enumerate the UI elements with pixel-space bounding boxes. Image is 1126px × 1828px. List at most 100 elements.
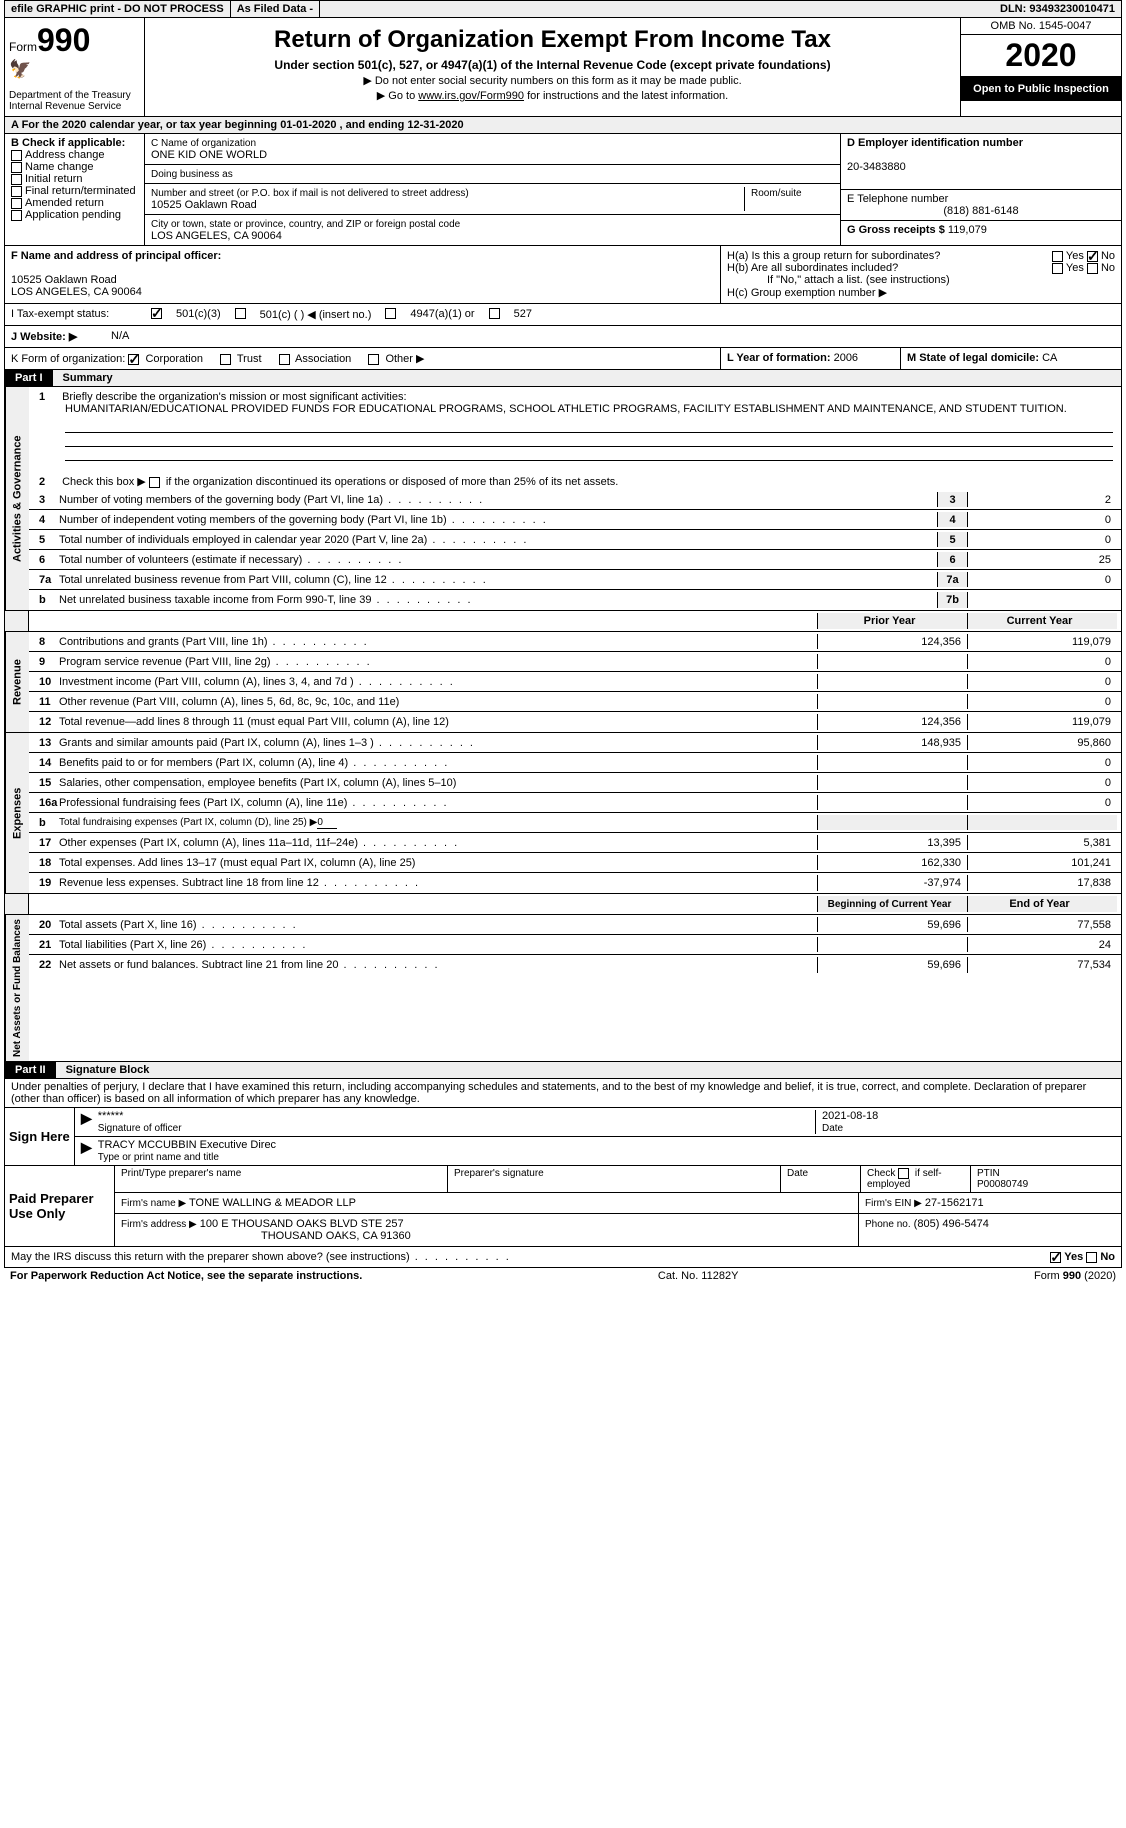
yof-val: 2006: [834, 352, 858, 364]
chk-self-employed[interactable]: [898, 1168, 909, 1179]
l5-text: Total number of individuals employed in …: [59, 534, 937, 546]
prep-row-1: Print/Type preparer's name Preparer's si…: [115, 1166, 1121, 1193]
line-3: 3Number of voting members of the governi…: [29, 490, 1121, 510]
l2-num: 2: [33, 476, 59, 488]
lbl-final-return: Final return/terminated: [25, 185, 136, 197]
footer-right-pre: Form: [1034, 1270, 1063, 1282]
ha-no: No: [1101, 250, 1115, 262]
chk-amended-return[interactable]: [11, 198, 22, 209]
chk-4947[interactable]: [385, 308, 396, 319]
l8-curr: 119,079: [967, 634, 1117, 649]
yof-label: L Year of formation:: [727, 352, 831, 364]
street: 10525 Oaklawn Road: [151, 199, 257, 211]
box-m: M State of legal domicile: CA: [901, 348, 1121, 369]
chk-address-change[interactable]: [11, 150, 22, 161]
l11-prior: [817, 694, 967, 709]
chk-501c[interactable]: [235, 308, 246, 319]
chk-application-pending[interactable]: [11, 210, 22, 221]
prep-h4: Check if self-employed: [861, 1166, 971, 1192]
chk-assoc[interactable]: [279, 354, 290, 365]
box-g: G Gross receipts $ 119,079: [841, 221, 1121, 239]
ptin-val: P00080749: [977, 1179, 1028, 1190]
arrow-icon: ▶: [81, 1110, 92, 1134]
l7a-text: Total unrelated business revenue from Pa…: [59, 574, 937, 586]
l12-text: Total revenue—add lines 8 through 11 (mu…: [59, 716, 817, 728]
header-right: OMB No. 1545-0047 2020 Open to Public In…: [961, 18, 1121, 116]
line-20: 20Total assets (Part X, line 16)59,69677…: [29, 915, 1121, 935]
l21-prior: [817, 937, 967, 952]
chk-other[interactable]: [368, 354, 379, 365]
l16a-prior: [817, 795, 967, 810]
chk-initial-return[interactable]: [11, 174, 22, 185]
sig-line-2: ▶ TRACY MCCUBBIN Executive Direc Type or…: [75, 1137, 1121, 1165]
chk-501c3[interactable]: [151, 308, 162, 319]
chk-name-change[interactable]: [11, 162, 22, 173]
officer-addr2: LOS ANGELES, CA 90064: [11, 286, 142, 298]
dba-cell: Doing business as: [145, 165, 840, 184]
side-rev: Revenue: [5, 632, 29, 732]
chk-trust[interactable]: [220, 354, 231, 365]
line-9: 9Program service revenue (Part VIII, lin…: [29, 652, 1121, 672]
line-15: 15Salaries, other compensation, employee…: [29, 773, 1121, 793]
sig-officer-label: Signature of officer: [98, 1123, 182, 1134]
l6-val: 25: [967, 552, 1117, 567]
firm-addr-cell: Firm's address ▶ 100 E THOUSAND OAKS BLV…: [115, 1214, 859, 1246]
lbl-corp: Corporation: [145, 353, 202, 365]
header-grid: B Check if applicable: Address change Na…: [4, 134, 1122, 246]
prep-h2: Preparer's signature: [448, 1166, 781, 1192]
form-header: Form990 🦅 Department of the Treasury Int…: [4, 18, 1122, 117]
l10-prior: [817, 674, 967, 689]
chk-ha-yes[interactable]: [1052, 251, 1063, 262]
l15-prior: [817, 775, 967, 790]
line-22: 22Net assets or fund balances. Subtract …: [29, 955, 1121, 975]
l22-prior: 59,696: [817, 957, 967, 973]
l1-label: Briefly describe the organization's miss…: [62, 391, 406, 403]
l16b-prior: [817, 815, 967, 830]
lbl-address-change: Address change: [25, 149, 105, 161]
chk-ha-no[interactable]: [1087, 251, 1098, 262]
sig-stars: ******: [98, 1110, 124, 1122]
box-b-label: B Check if applicable:: [11, 137, 125, 149]
l20-prior: 59,696: [817, 917, 967, 932]
line-11: 11Other revenue (Part VIII, column (A), …: [29, 692, 1121, 712]
line-18: 18Total expenses. Add lines 13–17 (must …: [29, 853, 1121, 873]
chk-hb-yes[interactable]: [1052, 263, 1063, 274]
firm-ein-cell: Firm's EIN ▶ 27-1562171: [859, 1193, 1121, 1213]
l5-val: 0: [967, 532, 1117, 547]
line-16a: 16aProfessional fundraising fees (Part I…: [29, 793, 1121, 813]
city: LOS ANGELES, CA 90064: [151, 230, 282, 242]
chk-discontinued[interactable]: [149, 477, 160, 488]
l20-curr: 77,558: [967, 917, 1117, 932]
part1-title: Summary: [53, 370, 123, 386]
line-13: 13Grants and similar amounts paid (Part …: [29, 733, 1121, 753]
lbl-amended-return: Amended return: [25, 197, 104, 209]
chk-527[interactable]: [489, 308, 500, 319]
side-net: Net Assets or Fund Balances: [5, 915, 29, 1061]
firm-phone-cell: Phone no. (805) 496-5474: [859, 1214, 1121, 1246]
box-h: H(a) Is this a group return for subordin…: [721, 246, 1121, 303]
domicile-val: CA: [1042, 352, 1057, 364]
l16b-curr: [967, 815, 1117, 830]
l22-curr: 77,534: [967, 957, 1117, 973]
chk-discuss-no[interactable]: [1086, 1252, 1097, 1263]
firm-label: Firm's name ▶: [121, 1198, 186, 1209]
box-b: B Check if applicable: Address change Na…: [5, 134, 145, 245]
l6-text: Total number of volunteers (estimate if …: [59, 554, 937, 566]
chk-corp[interactable]: [128, 354, 139, 365]
chk-final-return[interactable]: [11, 186, 22, 197]
discuss-text: May the IRS discuss this return with the…: [11, 1251, 511, 1263]
dba-label: Doing business as: [151, 169, 233, 180]
l7a-val: 0: [967, 572, 1117, 587]
line-6: 6Total number of volunteers (estimate if…: [29, 550, 1121, 570]
chk-discuss-yes[interactable]: [1050, 1252, 1061, 1263]
irs-link[interactable]: www.irs.gov/Form990: [418, 90, 524, 102]
line-1: 1 Briefly describe the organization's mi…: [29, 387, 1121, 473]
sig-date: 2021-08-18: [822, 1110, 878, 1122]
sig-name: TRACY MCCUBBIN Executive Direc: [98, 1139, 276, 1151]
footer-right-b: 990: [1063, 1270, 1081, 1282]
l22-text: Net assets or fund balances. Subtract li…: [59, 959, 817, 971]
dln: DLN: 93493230010471: [994, 1, 1121, 17]
l18-text: Total expenses. Add lines 13–17 (must eq…: [59, 857, 817, 869]
box-deg: D Employer identification number 20-3483…: [841, 134, 1121, 245]
chk-hb-no[interactable]: [1087, 263, 1098, 274]
